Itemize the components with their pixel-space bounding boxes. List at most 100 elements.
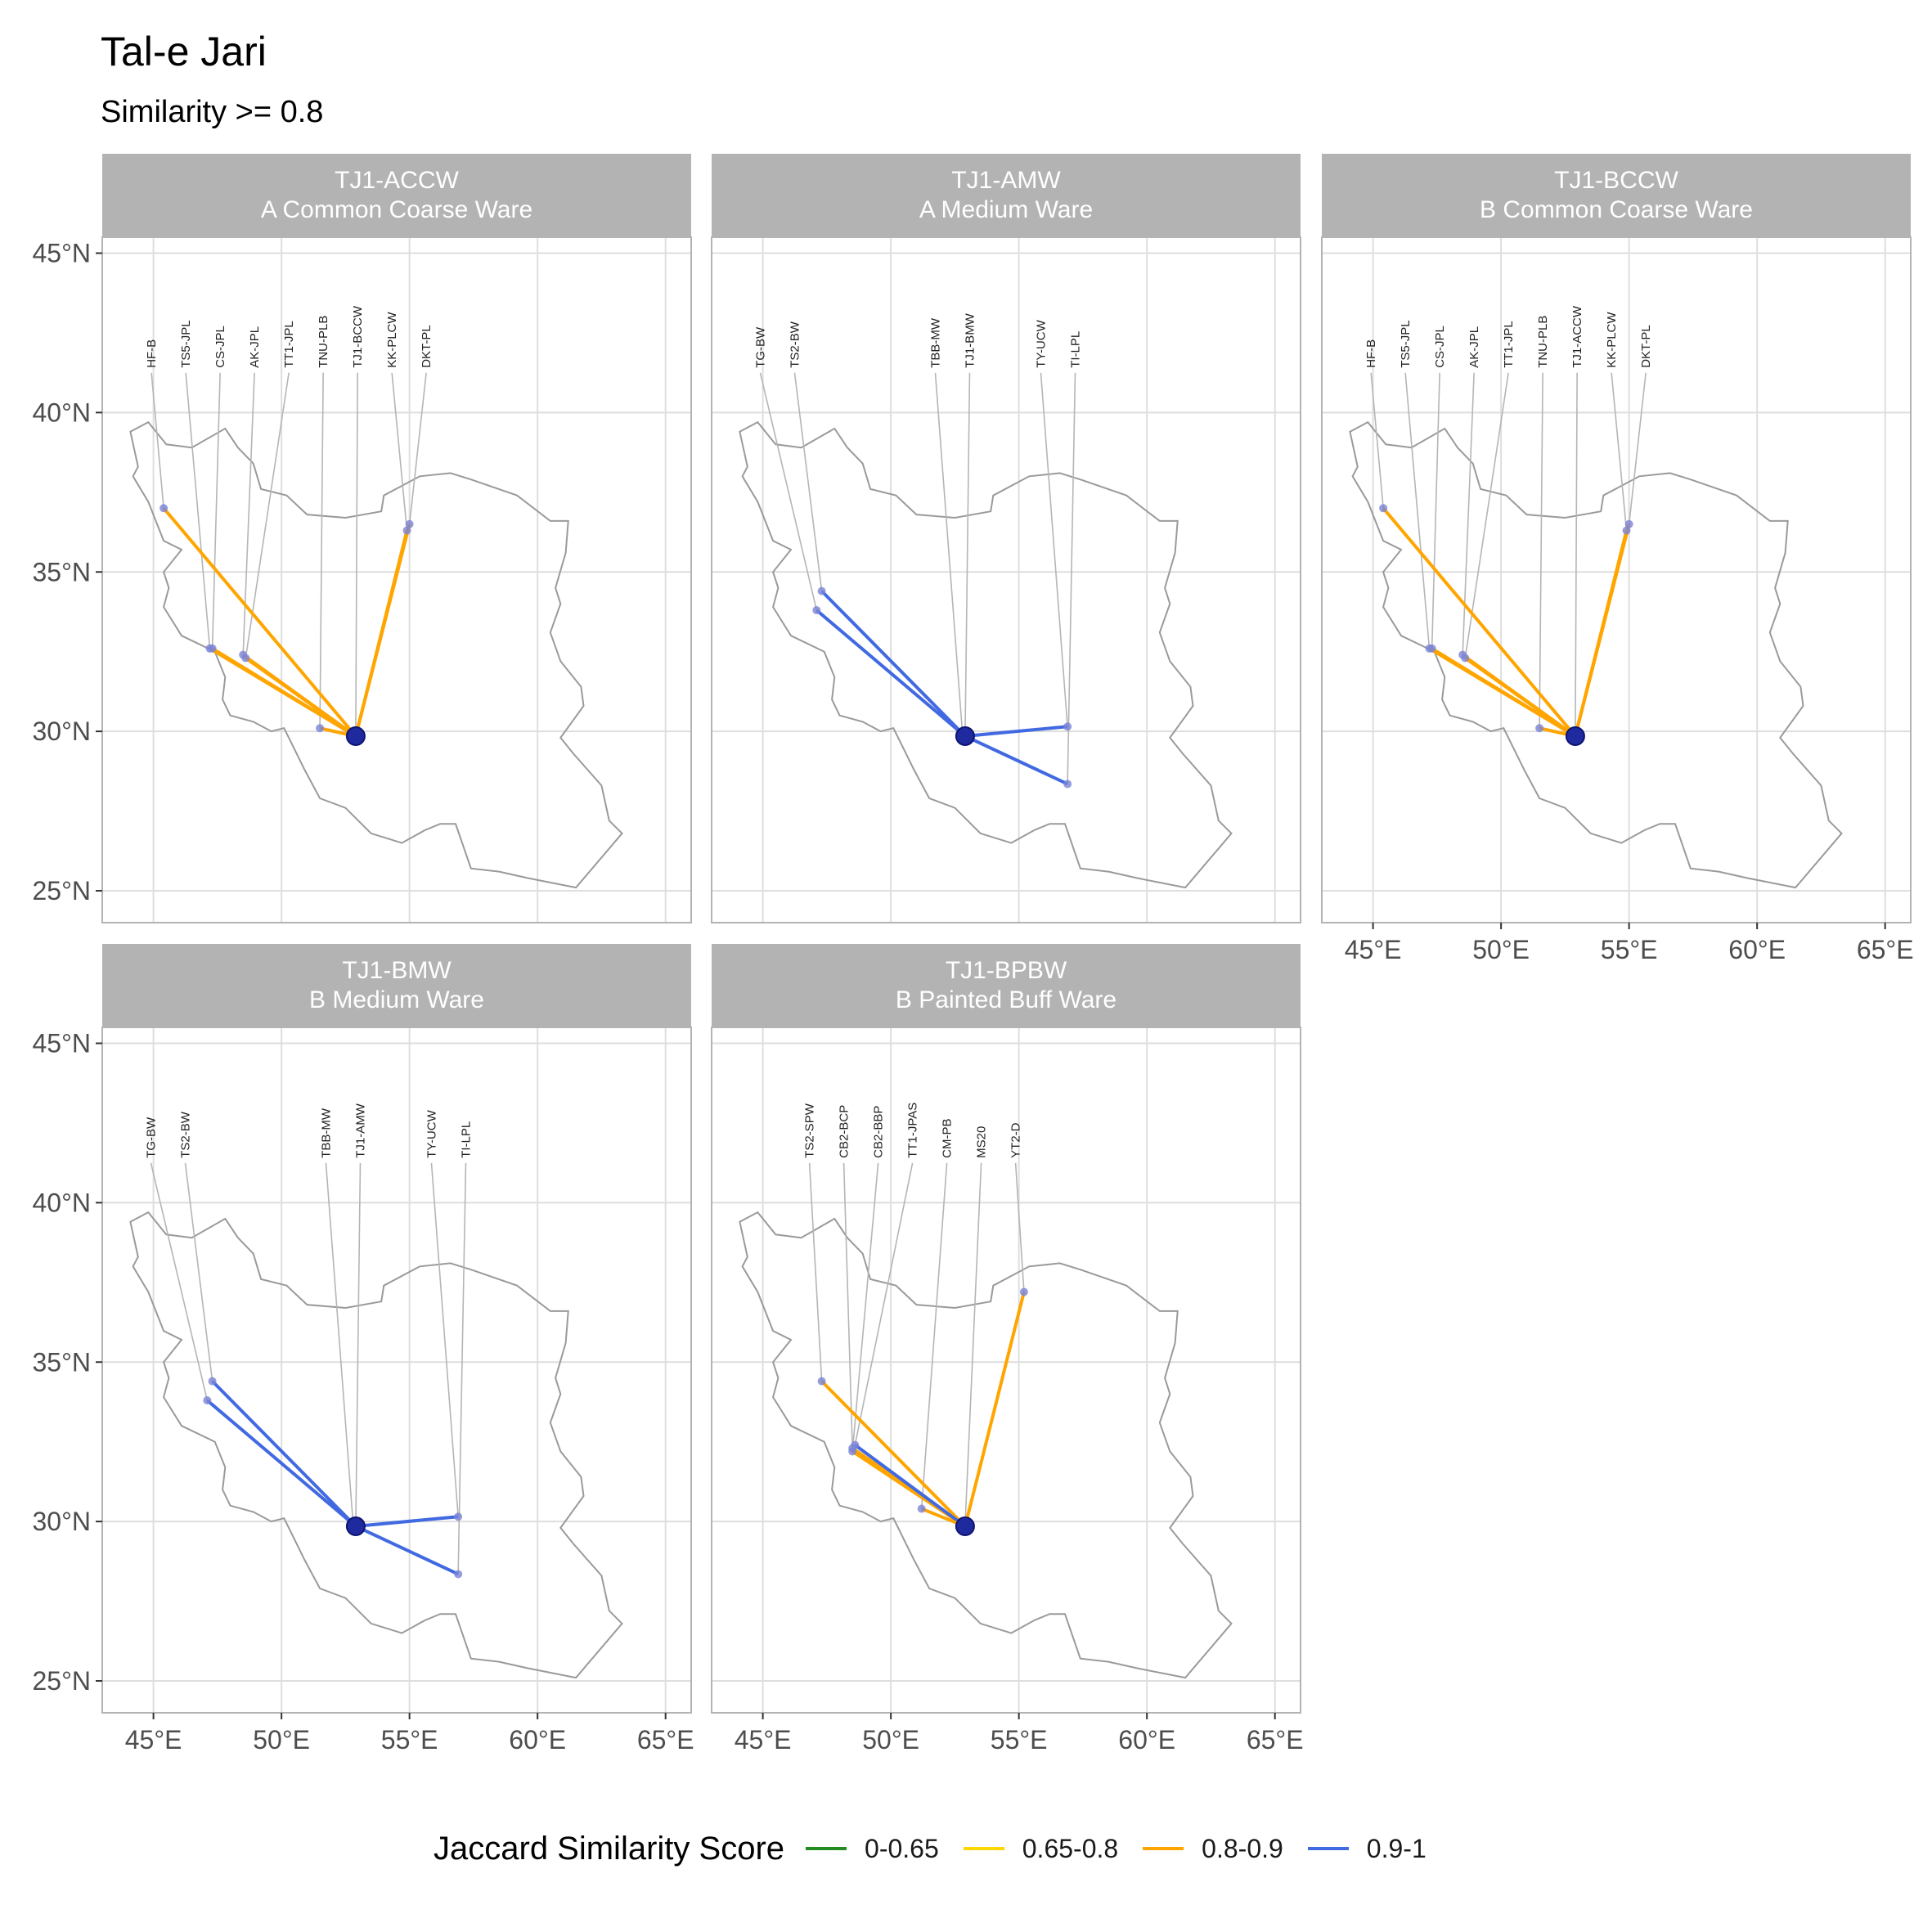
- x-tick-label: 65°E: [637, 1725, 694, 1755]
- origin-point: [955, 1516, 975, 1536]
- leader-line: [964, 1162, 982, 1525]
- legend-key-2: [1143, 1847, 1184, 1850]
- site-label: TBB-MW: [319, 1108, 333, 1158]
- site-label: TY-UCW: [425, 1109, 438, 1157]
- x-tick-label: 60°E: [1118, 1725, 1175, 1755]
- site-label: HF-B: [145, 339, 159, 368]
- site-label: TBB-MW: [928, 317, 942, 368]
- similarity-line: [854, 1443, 967, 1528]
- similarity-line: [1382, 507, 1577, 738]
- panel-border: [1321, 236, 1912, 923]
- facet-strip: [712, 944, 1301, 1027]
- similarity-line: [211, 647, 357, 738]
- leader-line: [211, 372, 221, 649]
- iran-outline: [739, 1211, 1233, 1679]
- y-tick-label: 35°N: [33, 557, 92, 586]
- y-tick-label: 30°N: [33, 1507, 92, 1536]
- facet-strip-line2: A Medium Ware: [919, 196, 1093, 223]
- similarity-line: [1573, 523, 1631, 737]
- iran-outline: [129, 1211, 623, 1679]
- similarity-line: [211, 1380, 357, 1528]
- y-tick-label: 45°N: [33, 1028, 92, 1058]
- facet-strip-line1: TJ1-BCCW: [1554, 167, 1678, 194]
- site-label: MS20: [975, 1126, 989, 1158]
- leader-line: [457, 1162, 467, 1575]
- site-label: DKT-PL: [420, 325, 434, 368]
- y-tick-label: 40°N: [33, 398, 92, 427]
- legend: Jaccard Similarity Score 0-0.65 0.65-0.8…: [0, 1826, 1932, 1871]
- site-label: CB2-BCP: [838, 1105, 851, 1158]
- site-point: [402, 526, 411, 535]
- similarity-line: [353, 523, 411, 737]
- site-label: TNU-PLB: [1536, 316, 1550, 368]
- facet-strip-line2: A Common Coarse Ware: [261, 196, 532, 223]
- site-point: [1461, 654, 1470, 663]
- similarity-line: [355, 1515, 459, 1528]
- site-label: TY-UCW: [1034, 319, 1048, 367]
- site-label: DKT-PL: [1639, 325, 1653, 368]
- site-point: [1379, 504, 1388, 513]
- site-point: [848, 1447, 857, 1456]
- leader-line: [184, 1162, 213, 1382]
- legend-item-0: 0-0.65: [806, 1834, 939, 1864]
- similarity-line: [964, 735, 1068, 786]
- leader-line: [242, 372, 255, 655]
- legend-label-0: 0-0.65: [865, 1833, 939, 1863]
- legend-item-3: 0.9-1: [1307, 1833, 1427, 1864]
- site-label: KK-PLCW: [1605, 312, 1619, 368]
- leader-line: [920, 1162, 948, 1509]
- y-tick-label: 45°N: [33, 238, 92, 267]
- site-label: TT1-JPL: [282, 321, 296, 368]
- leader-line: [851, 1162, 879, 1452]
- site-point: [1427, 644, 1436, 653]
- plot-subtitle: Similarity >= 0.8: [101, 95, 324, 129]
- legend-key-0: [806, 1847, 847, 1850]
- origin-point: [955, 726, 975, 746]
- site-point: [817, 1377, 826, 1386]
- site-label: YT2-D: [1009, 1122, 1023, 1158]
- x-tick-label: 50°E: [1472, 935, 1530, 964]
- leader-line: [1464, 372, 1509, 658]
- site-label: TG-BW: [753, 326, 767, 368]
- plot-title: Tal-e Jari: [101, 29, 267, 74]
- similarity-line: [815, 609, 967, 738]
- y-tick-label: 30°N: [33, 717, 92, 746]
- x-tick-label: 60°E: [1728, 935, 1786, 964]
- leader-line: [391, 372, 408, 531]
- leader-line: [185, 372, 211, 649]
- site-point: [1622, 526, 1631, 535]
- leader-line: [793, 372, 823, 591]
- leader-line: [1628, 372, 1647, 524]
- facet-strip-line1: TJ1-ACCW: [335, 167, 459, 194]
- site-point: [203, 1396, 212, 1405]
- leader-line: [1370, 372, 1384, 509]
- site-label: AK-JPL: [1467, 326, 1481, 368]
- site-point: [1063, 722, 1072, 731]
- legend-label-3: 0.9-1: [1366, 1833, 1427, 1863]
- x-tick-label: 45°E: [125, 1725, 182, 1755]
- legend-label-1: 0.65-0.8: [1022, 1833, 1119, 1863]
- similarity-line: [1431, 647, 1576, 738]
- site-point: [817, 586, 826, 595]
- site-label: CB2-BBP: [872, 1106, 886, 1158]
- leader-line: [1404, 372, 1431, 649]
- site-label: TS2-SPW: [803, 1103, 817, 1158]
- similarity-line: [162, 507, 357, 738]
- leader-line: [808, 1162, 823, 1382]
- iran-outline: [739, 420, 1233, 889]
- facet-strip-line2: B Painted Buff Ware: [896, 986, 1117, 1013]
- site-point: [454, 1570, 463, 1579]
- origin-point: [1565, 726, 1585, 746]
- site-point: [316, 724, 325, 733]
- leader-line: [1431, 372, 1440, 649]
- leader-line: [934, 372, 964, 735]
- x-tick-label: 50°E: [862, 1725, 919, 1755]
- x-tick-label: 55°E: [991, 1725, 1048, 1755]
- legend-item-2: 0.8-0.9: [1143, 1834, 1283, 1864]
- site-label: TS5-JPL: [1399, 320, 1413, 367]
- leader-line: [355, 1162, 362, 1526]
- site-point: [454, 1512, 463, 1521]
- leader-line: [1462, 372, 1475, 655]
- origin-point: [345, 1516, 366, 1536]
